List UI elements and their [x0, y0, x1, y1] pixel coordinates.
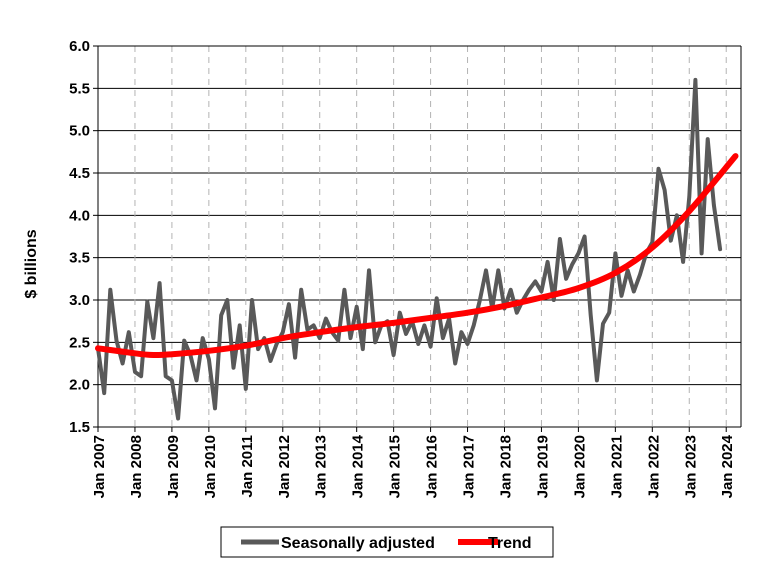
- y-tick-label: 1.5: [69, 419, 90, 436]
- y-tick-label: 5.0: [69, 123, 90, 140]
- x-tick-label: Jan 2007: [91, 435, 108, 498]
- y-tick-label: 6.0: [69, 38, 90, 55]
- x-tick-label: Jan 2017: [461, 435, 478, 498]
- grid-lines: [98, 45, 741, 428]
- x-tick-label: Jan 2018: [497, 435, 514, 498]
- legend: Seasonally adjusted Trend: [220, 526, 554, 558]
- y-tick-label: 2.5: [69, 334, 90, 351]
- y-tick-label: 5.5: [69, 80, 90, 97]
- x-tick-label: Jan 2013: [313, 435, 330, 498]
- x-tick-label: Jan 2023: [682, 435, 699, 498]
- x-tick-label: Jan 2021: [608, 435, 625, 498]
- x-tick-label: Jan 2022: [645, 435, 662, 498]
- x-tick-label: Jan 2015: [387, 435, 404, 498]
- x-tick-label: Jan 2014: [350, 434, 367, 498]
- x-tick-label: Jan 2010: [202, 435, 219, 498]
- x-tick-label: Jan 2020: [571, 435, 588, 498]
- x-tick-label: Jan 2024: [719, 434, 736, 498]
- y-tick-label: 3.5: [69, 250, 90, 267]
- series-line-seasonally-adjusted: [96, 77, 723, 421]
- y-axis-tick-labels: 1.5 2.0 2.5 3.0 3.5 4.0 4.5 5.0 5.5 6.0: [69, 38, 90, 436]
- x-tick-label: Jan 2008: [128, 435, 145, 498]
- legend-label-trend: Trend: [488, 535, 532, 552]
- y-tick-label: 3.0: [69, 292, 90, 309]
- series-line-trend: [95, 153, 739, 359]
- x-axis-tick-labels: Jan 2007 Jan 2008 Jan 2009 Jan 2010 Jan 2011…: [91, 434, 736, 498]
- y-tick-label: 4.5: [69, 165, 90, 182]
- x-tick-label: Jan 2019: [534, 435, 551, 498]
- y-tick-label: 4.0: [69, 207, 90, 224]
- x-tick-label: Jan 2009: [165, 435, 182, 498]
- y-axis-title: $ billions: [23, 229, 40, 298]
- y-tick-label: 2.0: [69, 377, 90, 394]
- x-tick-label: Jan 2016: [424, 435, 441, 498]
- x-tick-label: Jan 2011: [239, 435, 256, 498]
- x-tick-label: Jan 2012: [276, 435, 293, 498]
- chart-axes: [93, 45, 742, 432]
- chart-series: [95, 77, 739, 421]
- legend-label-seasonally-adjusted: Seasonally adjusted: [281, 535, 435, 552]
